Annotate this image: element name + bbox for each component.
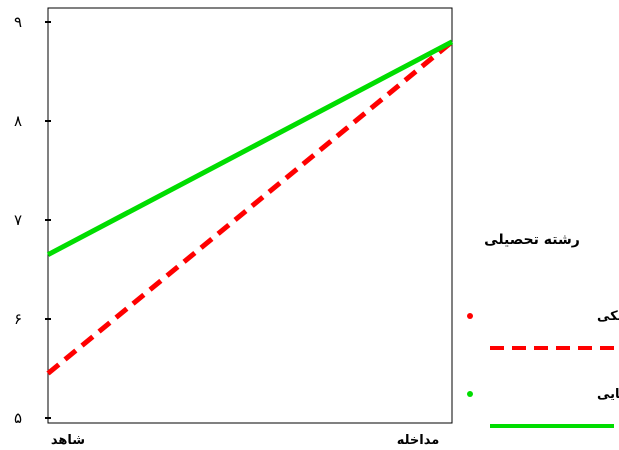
legend-label-2: دانشجوی مامایی [597,387,619,402]
legend-label-1: دانشجوی پزشکی [597,309,619,324]
plot-area [47,7,453,424]
y-tick-label: ۷ [14,211,22,229]
y-tick-label: ۸ [14,112,22,130]
y-tick-label: ۹ [14,13,22,31]
legend-marker-1 [467,313,473,319]
legend-title: رشته تحصیلی [484,232,580,248]
series-line-2 [46,39,454,257]
x-tick-label: مداخله [397,433,440,448]
y-tick-label: ۵ [14,409,22,427]
y-tick-label: ۶ [14,310,22,328]
x-tick-label: شاهد [51,433,85,448]
legend-marker-2 [467,391,473,397]
series-line-1 [46,39,454,376]
